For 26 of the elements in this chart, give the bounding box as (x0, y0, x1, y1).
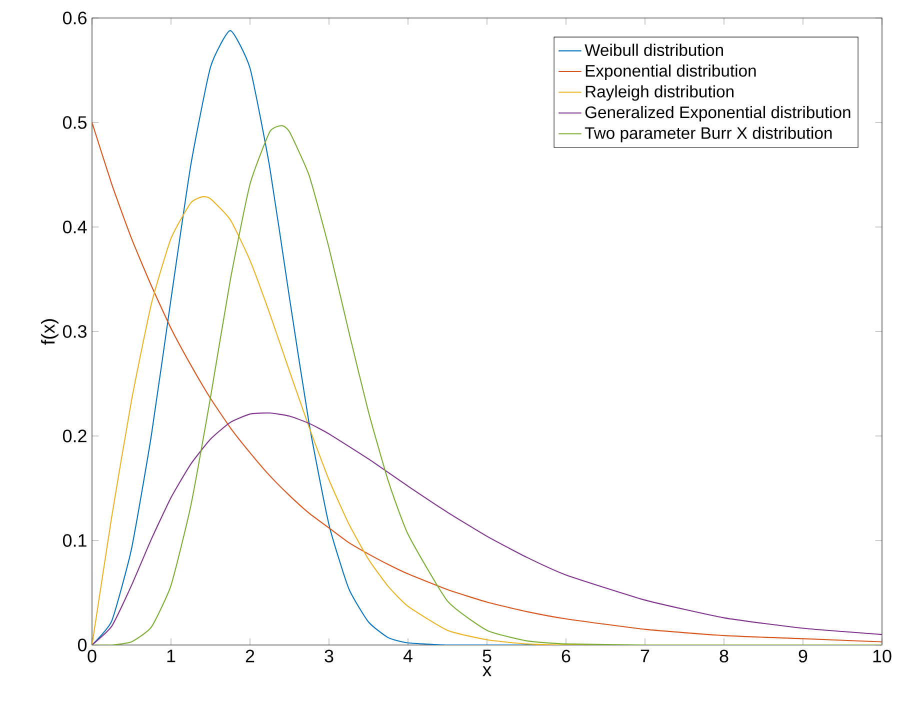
legend-label: Generalized Exponential distribution (585, 106, 850, 122)
x-tick-label: 10 (873, 650, 892, 662)
y-tick-label: 0.5 (62, 116, 87, 129)
x-tick-label: 7 (640, 650, 650, 662)
y-tick-label: 0.1 (62, 534, 86, 547)
legend-label: Exponential distribution (586, 64, 756, 80)
y-tick-label: 0.6 (62, 12, 87, 24)
y-tick-label: 0.3 (62, 325, 87, 338)
x-tick-label: 0 (88, 650, 96, 662)
x-tick-label: 1 (167, 650, 176, 662)
y-tick-label: 0 (78, 638, 87, 652)
x-tick-label: 4 (403, 650, 412, 662)
y-axis-title: f(x) (41, 319, 58, 345)
x-tick-label: 3 (324, 650, 334, 662)
legend-label: Weibull distribution (584, 44, 723, 56)
legend-label: Rayleigh distribution (586, 85, 734, 101)
x-tick-label: 5 (482, 650, 492, 662)
x-axis-title: x (482, 666, 492, 676)
x-tick-label: 8 (720, 650, 728, 662)
y-tick-label: 0.2 (62, 430, 86, 442)
x-tick-label: 2 (246, 650, 254, 662)
x-tick-label: 6 (562, 650, 570, 662)
line-series (92, 412, 882, 645)
x-tick-label: 9 (798, 650, 808, 662)
legend-label: Two parameter Burr X distribution (584, 126, 832, 142)
y-tick-label: 0.4 (62, 220, 87, 234)
